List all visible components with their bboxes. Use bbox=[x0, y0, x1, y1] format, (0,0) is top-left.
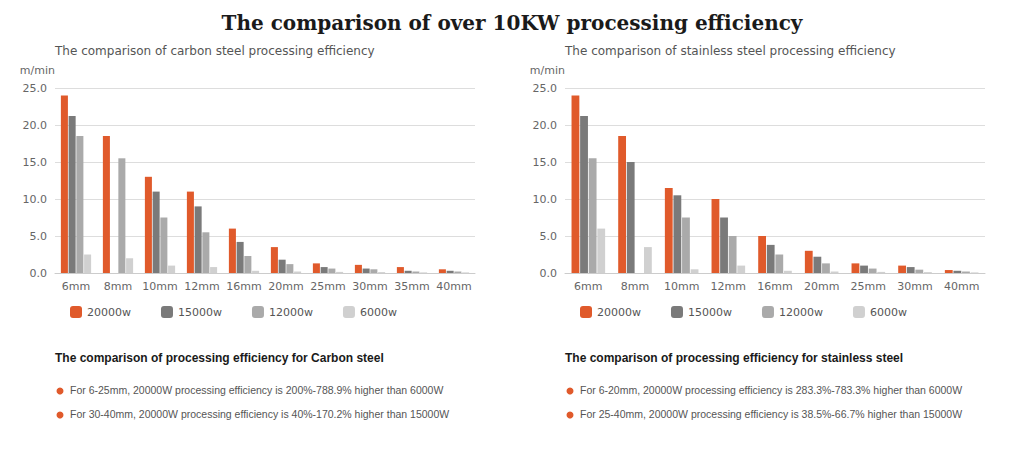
svg-text:30mm: 30mm bbox=[897, 280, 932, 293]
svg-text:15.0: 15.0 bbox=[23, 156, 48, 169]
svg-text:The comparison of over 10KW pr: The comparison of over 10KW processing e… bbox=[222, 11, 804, 35]
svg-text:6000w: 6000w bbox=[360, 306, 397, 319]
svg-text:8mm: 8mm bbox=[621, 280, 649, 293]
svg-text:m/min: m/min bbox=[20, 64, 55, 77]
svg-text:12000w: 12000w bbox=[779, 306, 823, 319]
svg-text:10mm: 10mm bbox=[664, 280, 699, 293]
svg-text:20.0: 20.0 bbox=[23, 119, 48, 132]
svg-text:25.0: 25.0 bbox=[23, 82, 48, 95]
svg-text:20.0: 20.0 bbox=[533, 119, 558, 132]
svg-text:0.0: 0.0 bbox=[30, 267, 48, 280]
svg-text:20mm: 20mm bbox=[268, 280, 303, 293]
svg-text:10.0: 10.0 bbox=[23, 193, 48, 206]
svg-text:8mm: 8mm bbox=[104, 280, 132, 293]
svg-text:For 6-25mm, 20000W processing: For 6-25mm, 20000W processing efficiency… bbox=[70, 384, 443, 396]
svg-text:15.0: 15.0 bbox=[533, 156, 558, 169]
svg-text:25mm: 25mm bbox=[851, 280, 886, 293]
svg-text:40mm: 40mm bbox=[944, 280, 979, 293]
svg-text:30mm: 30mm bbox=[352, 280, 387, 293]
svg-text:The comparison of processing e: The comparison of processing efficiency … bbox=[565, 351, 903, 365]
svg-text:16mm: 16mm bbox=[226, 280, 261, 293]
svg-text:16mm: 16mm bbox=[757, 280, 792, 293]
svg-text:0.0: 0.0 bbox=[540, 267, 558, 280]
svg-text:25.0: 25.0 bbox=[533, 82, 558, 95]
svg-text:For 30-40mm, 20000W processing: For 30-40mm, 20000W processing efficienc… bbox=[70, 408, 449, 420]
svg-text:15000w: 15000w bbox=[178, 306, 222, 319]
svg-text:20mm: 20mm bbox=[804, 280, 839, 293]
svg-text:For 25-40mm, 20000W processing: For 25-40mm, 20000W processing efficienc… bbox=[580, 408, 962, 420]
svg-text:m/min: m/min bbox=[530, 64, 565, 77]
svg-text:12mm: 12mm bbox=[711, 280, 746, 293]
svg-text:20000w: 20000w bbox=[87, 306, 131, 319]
svg-text:35mm: 35mm bbox=[394, 280, 429, 293]
svg-text:6000w: 6000w bbox=[870, 306, 907, 319]
svg-text:25mm: 25mm bbox=[310, 280, 345, 293]
svg-text:10mm: 10mm bbox=[142, 280, 177, 293]
svg-text:5.0: 5.0 bbox=[30, 230, 48, 243]
svg-text:15000w: 15000w bbox=[688, 306, 732, 319]
svg-text:The comparison of processing e: The comparison of processing efficiency … bbox=[55, 351, 384, 365]
svg-text:12mm: 12mm bbox=[184, 280, 219, 293]
svg-text:For 6-20mm, 20000W processing: For 6-20mm, 20000W processing efficiency… bbox=[580, 384, 962, 396]
svg-text:10.0: 10.0 bbox=[533, 193, 558, 206]
svg-text:5.0: 5.0 bbox=[540, 230, 558, 243]
svg-text:6mm: 6mm bbox=[62, 280, 90, 293]
svg-text:12000w: 12000w bbox=[269, 306, 313, 319]
svg-text:40mm: 40mm bbox=[436, 280, 471, 293]
svg-text:The comparison of stainless st: The comparison of stainless steel proces… bbox=[564, 44, 896, 58]
svg-text:The comparison of carbon steel: The comparison of carbon steel processin… bbox=[54, 44, 375, 58]
svg-text:6mm: 6mm bbox=[574, 280, 602, 293]
svg-text:20000w: 20000w bbox=[597, 306, 641, 319]
